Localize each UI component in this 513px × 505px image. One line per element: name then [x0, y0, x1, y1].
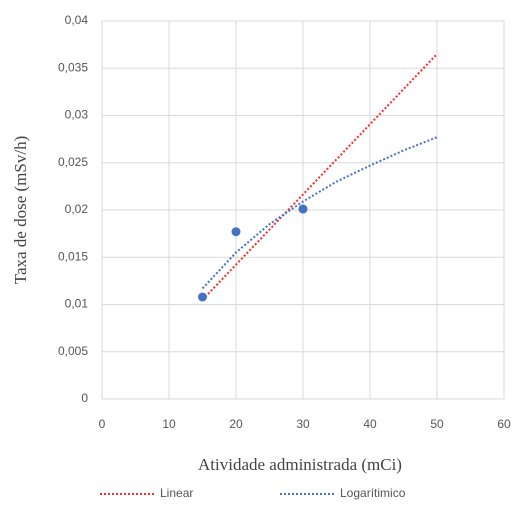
y-tick-label: 0,01 — [65, 297, 89, 311]
y-tick-label: 0,015 — [58, 249, 88, 263]
data-point — [231, 227, 241, 237]
x-tick-label: 0 — [99, 417, 106, 431]
data-point — [198, 292, 207, 302]
x-tick-label: 10 — [162, 417, 176, 431]
data-point — [298, 204, 308, 214]
y-tick-label: 0,02 — [65, 202, 89, 216]
y-tick-label: 0,025 — [58, 155, 88, 169]
y-tick-label: 0,04 — [65, 13, 89, 27]
y-tick-label: 0,03 — [65, 108, 89, 122]
y-tick-label: 0 — [81, 391, 88, 405]
trendline — [201, 136, 438, 290]
x-tick-label: 50 — [430, 417, 444, 431]
y-tick-label: 0,035 — [58, 60, 88, 74]
x-tick-label: 40 — [363, 417, 377, 431]
x-tick-label: 30 — [296, 417, 310, 431]
legend-label: Linear — [160, 486, 193, 500]
x-tick-label: 20 — [229, 417, 243, 431]
y-axis-title: Taxa de dose (mSv/h) — [11, 136, 30, 284]
x-tick-label: 60 — [497, 417, 511, 431]
legend-label: Logarítimico — [340, 486, 406, 500]
trendline — [201, 53, 438, 301]
y-tick-label: 0,005 — [58, 344, 88, 358]
x-axis-title: Atividade administrada (mCi) — [198, 455, 402, 474]
